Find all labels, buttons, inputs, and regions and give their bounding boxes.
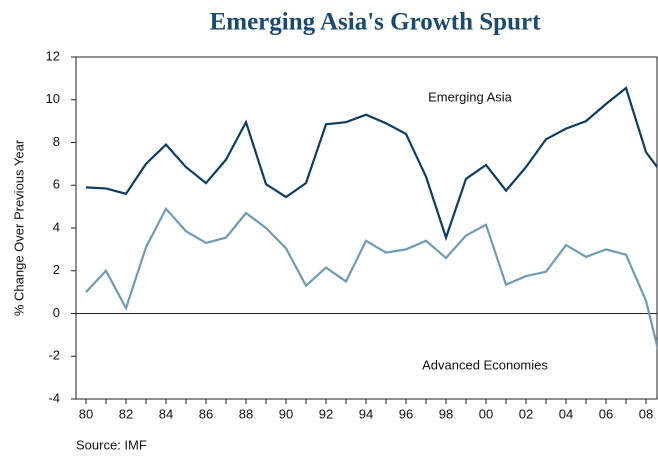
x-tick-label: 80 xyxy=(79,406,93,421)
x-tick-label: 88 xyxy=(239,406,253,421)
y-tick-label: 10 xyxy=(46,91,60,106)
y-tick-label: 4 xyxy=(53,219,60,234)
x-tick-label: 92 xyxy=(319,406,333,421)
x-tick-label: 00 xyxy=(479,406,493,421)
x-tick-label: 84 xyxy=(159,406,173,421)
series-label: Emerging Asia xyxy=(428,89,513,104)
x-tick-label: 02 xyxy=(519,406,533,421)
x-tick-label: 04 xyxy=(559,406,573,421)
y-tick-label: -4 xyxy=(48,390,60,405)
source-note: Source: IMF xyxy=(76,437,147,452)
x-tick-label: 96 xyxy=(399,406,413,421)
plot-frame xyxy=(75,56,658,400)
x-tick-label: 94 xyxy=(359,406,373,421)
series-label: Advanced Economies xyxy=(422,357,548,372)
y-tick-label: 2 xyxy=(53,262,60,277)
y-tick-label: 12 xyxy=(46,48,60,63)
x-tick-label: 90 xyxy=(279,406,293,421)
y-tick-label: 0 xyxy=(53,305,60,320)
y-axis-label: % Change Over Previous Year xyxy=(11,139,26,316)
y-tick-label: 6 xyxy=(53,177,60,192)
x-tick-label: 82 xyxy=(119,406,133,421)
x-tick-label: 08 xyxy=(639,406,653,421)
series-line xyxy=(85,86,657,242)
x-tick-label: 06 xyxy=(599,406,613,421)
y-tick-label: 8 xyxy=(53,134,60,149)
series-line xyxy=(85,206,657,350)
chart-title: Emerging Asia's Growth Spurt xyxy=(210,9,541,36)
x-tick-label: 98 xyxy=(439,406,453,421)
y-tick-label: -2 xyxy=(48,348,60,363)
x-tick-label: 86 xyxy=(199,406,213,421)
